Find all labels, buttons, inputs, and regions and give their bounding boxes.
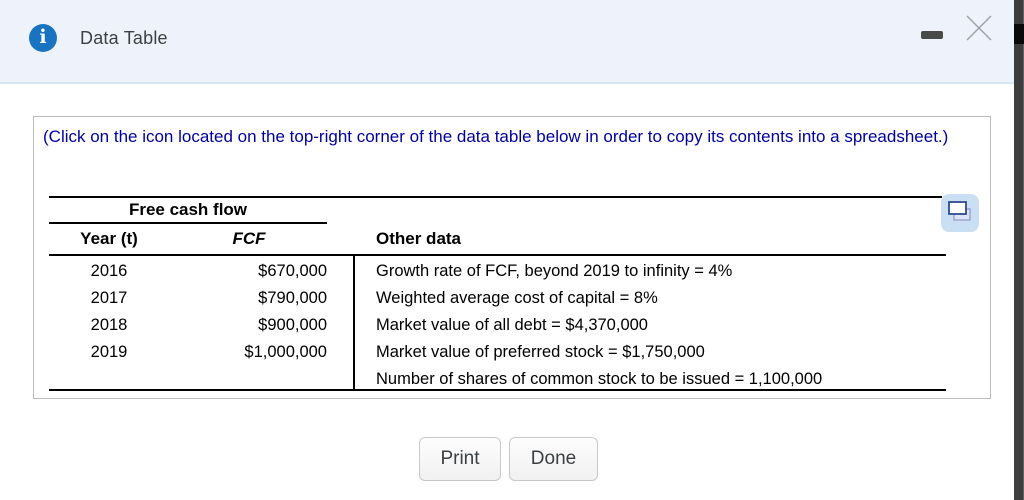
print-button[interactable]: Print xyxy=(419,437,501,481)
fcf-cell: $670,000 xyxy=(258,262,327,280)
fcf-cell: $900,000 xyxy=(258,316,327,334)
close-button[interactable] xyxy=(962,11,996,45)
year-cell: 2016 xyxy=(90,262,128,280)
scrollbar-track[interactable] xyxy=(1014,0,1024,500)
fcf-cell: $1,000,000 xyxy=(244,343,327,361)
table-top-rule xyxy=(49,196,942,198)
copy-to-spreadsheet-button[interactable] xyxy=(941,194,979,232)
done-button[interactable]: Done xyxy=(509,437,598,481)
other-data-row: Weighted average cost of capital = 8% xyxy=(376,289,658,307)
year-cell: 2019 xyxy=(90,343,128,361)
table-header-rule xyxy=(49,254,946,256)
other-data-row: Market value of all debt = $4,370,000 xyxy=(376,316,648,334)
minimize-button[interactable] xyxy=(921,31,943,39)
table-row: 2019 $1,000,000 xyxy=(49,339,327,366)
other-data-row: Market value of preferred stock = $1,750… xyxy=(376,343,705,361)
other-data-row: Growth rate of FCF, beyond 2019 to infin… xyxy=(376,262,733,280)
window-header: i Data Table xyxy=(0,0,1014,84)
year-cell: 2017 xyxy=(90,289,128,307)
info-icon: i xyxy=(29,24,57,52)
scrollbar-thumb[interactable] xyxy=(1014,24,1024,44)
table-column-divider xyxy=(353,254,355,389)
table-bottom-rule xyxy=(49,389,946,391)
other-data-row: Number of shares of common stock to be i… xyxy=(376,370,823,388)
instruction-panel: (Click on the icon located on the top-ri… xyxy=(33,116,991,399)
group-header-free-cash-flow: Free cash flow xyxy=(128,200,248,219)
column-header-year: Year (t) xyxy=(80,229,138,248)
table-row: 2018 $900,000 xyxy=(49,312,327,339)
group-header-rule xyxy=(49,222,327,224)
window-title: Data Table xyxy=(80,28,168,48)
copy-icon xyxy=(948,201,971,221)
fcf-cell: $790,000 xyxy=(258,289,327,307)
table-row: 2016 $670,000 xyxy=(49,258,327,285)
instruction-text: (Click on the icon located on the top-ri… xyxy=(43,127,949,146)
year-cell: 2018 xyxy=(90,316,128,334)
table-row: 2017 $790,000 xyxy=(49,285,327,312)
column-header-other-data: Other data xyxy=(376,229,462,248)
close-icon xyxy=(966,15,992,41)
column-header-fcf: FCF xyxy=(232,229,266,248)
